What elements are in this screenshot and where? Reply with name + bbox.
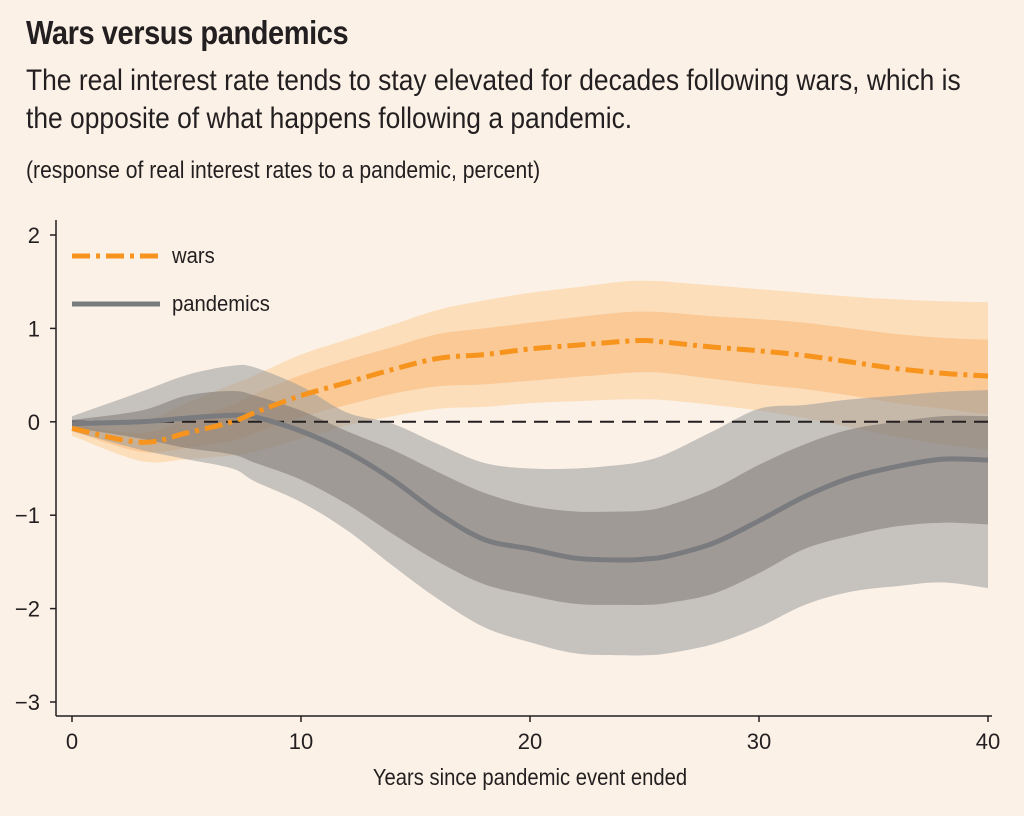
- band-inner-wars: [72, 311, 988, 453]
- series-line-pandemics: [71, 412, 989, 563]
- y-tick-label: −3: [15, 690, 40, 715]
- legend: wars pandemics: [72, 244, 270, 316]
- x-tick-label: 0: [66, 729, 78, 754]
- legend-label-wars: wars: [171, 244, 215, 268]
- x-tick-label: 10: [289, 729, 313, 754]
- confidence-bands: [72, 280, 988, 656]
- legend-label-pandemics: pandemics: [172, 292, 270, 316]
- chart-title: Wars versus pandemics: [26, 14, 349, 51]
- x-tick-label: 20: [518, 729, 542, 754]
- unit-label: (response of real interest rates to a pa…: [26, 157, 541, 184]
- x-tick-label: 30: [747, 729, 771, 754]
- band-outer-pandemics: [72, 364, 988, 656]
- x-axis-label: Years since pandemic event ended: [373, 764, 687, 791]
- band-inner-pandemics: [72, 391, 988, 606]
- y-tick-label: 2: [28, 223, 40, 248]
- y-tick-label: 1: [28, 316, 40, 341]
- series-line-wars: [71, 337, 989, 445]
- y-tick-label: 0: [28, 410, 40, 435]
- axes: 210−1−2−30 10 20 30 40: [15, 220, 1000, 754]
- y-tick-label: −2: [15, 597, 40, 622]
- x-tick-label: 40: [976, 729, 1000, 754]
- chart-subtitle: The real interest rate tends to stay ele…: [26, 64, 961, 135]
- y-tick-label: −1: [15, 503, 40, 528]
- series-lines: [71, 337, 989, 563]
